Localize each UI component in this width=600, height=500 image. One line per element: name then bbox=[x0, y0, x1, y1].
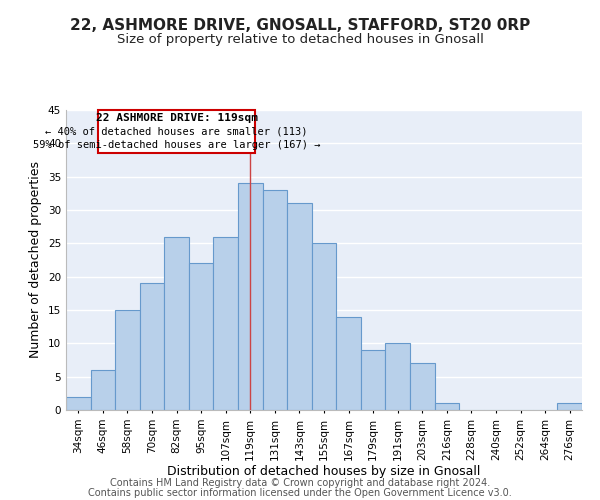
Bar bbox=[164, 236, 189, 410]
Bar bbox=[66, 396, 91, 410]
Bar bbox=[361, 350, 385, 410]
Text: 22, ASHMORE DRIVE, GNOSALL, STAFFORD, ST20 0RP: 22, ASHMORE DRIVE, GNOSALL, STAFFORD, ST… bbox=[70, 18, 530, 32]
Bar bbox=[312, 244, 336, 410]
Bar bbox=[336, 316, 361, 410]
Text: Size of property relative to detached houses in Gnosall: Size of property relative to detached ho… bbox=[116, 32, 484, 46]
Bar bbox=[238, 184, 263, 410]
Text: 59% of semi-detached houses are larger (167) →: 59% of semi-detached houses are larger (… bbox=[33, 140, 320, 149]
Bar bbox=[557, 404, 582, 410]
Bar bbox=[434, 404, 459, 410]
Text: Contains public sector information licensed under the Open Government Licence v3: Contains public sector information licen… bbox=[88, 488, 512, 498]
Bar bbox=[115, 310, 140, 410]
Bar bbox=[385, 344, 410, 410]
Bar bbox=[410, 364, 434, 410]
Bar bbox=[189, 264, 214, 410]
Bar bbox=[140, 284, 164, 410]
FancyBboxPatch shape bbox=[98, 110, 255, 154]
Y-axis label: Number of detached properties: Number of detached properties bbox=[29, 162, 43, 358]
Text: ← 40% of detached houses are smaller (113): ← 40% of detached houses are smaller (11… bbox=[46, 126, 308, 136]
Bar bbox=[214, 236, 238, 410]
Text: 22 ASHMORE DRIVE: 119sqm: 22 ASHMORE DRIVE: 119sqm bbox=[95, 113, 257, 123]
X-axis label: Distribution of detached houses by size in Gnosall: Distribution of detached houses by size … bbox=[167, 466, 481, 478]
Bar bbox=[287, 204, 312, 410]
Bar bbox=[91, 370, 115, 410]
Bar bbox=[263, 190, 287, 410]
Text: Contains HM Land Registry data © Crown copyright and database right 2024.: Contains HM Land Registry data © Crown c… bbox=[110, 478, 490, 488]
